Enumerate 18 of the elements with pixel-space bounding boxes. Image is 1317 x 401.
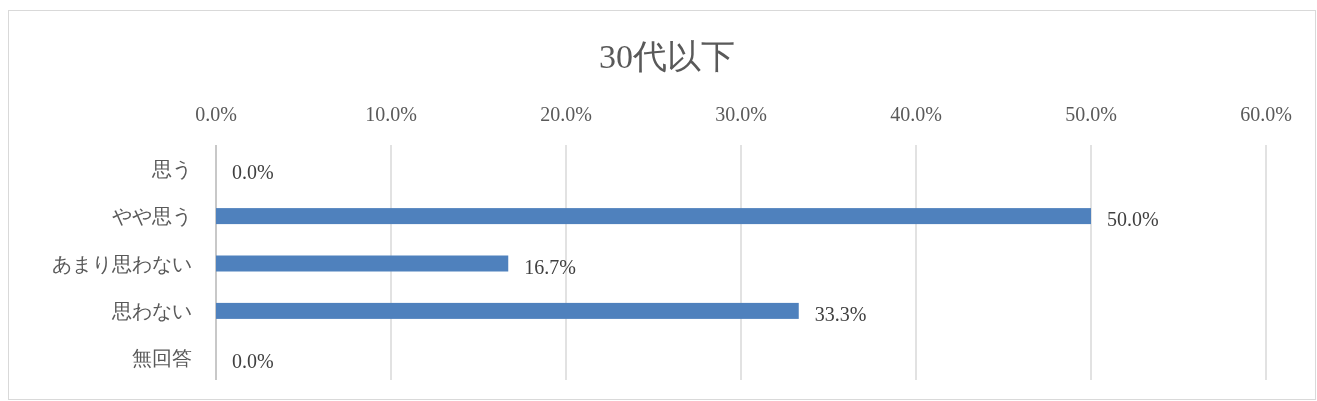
x-tick-label: 10.0%: [365, 103, 417, 125]
category-label: 思わない: [112, 299, 192, 322]
x-tick-label: 50.0%: [1065, 103, 1117, 125]
x-tick-label: 30.0%: [715, 103, 767, 125]
x-tick-label: 40.0%: [890, 103, 942, 125]
data-label: 50.0%: [1107, 208, 1159, 231]
x-tick-label: 0.0%: [195, 103, 237, 125]
category-label: 思う: [152, 157, 192, 180]
x-tick-label: 60.0%: [1240, 103, 1292, 125]
data-label: 0.0%: [232, 350, 274, 373]
title: 30代以下: [599, 38, 735, 75]
category-label: 無回答: [132, 347, 192, 370]
category-label: やや思う: [112, 205, 192, 228]
category-label: あまり思わない: [52, 252, 192, 275]
data-label: 0.0%: [232, 160, 274, 183]
x-tick-label: 20.0%: [540, 103, 592, 125]
data-label: 16.7%: [524, 255, 576, 278]
data-label: 33.3%: [814, 302, 867, 325]
